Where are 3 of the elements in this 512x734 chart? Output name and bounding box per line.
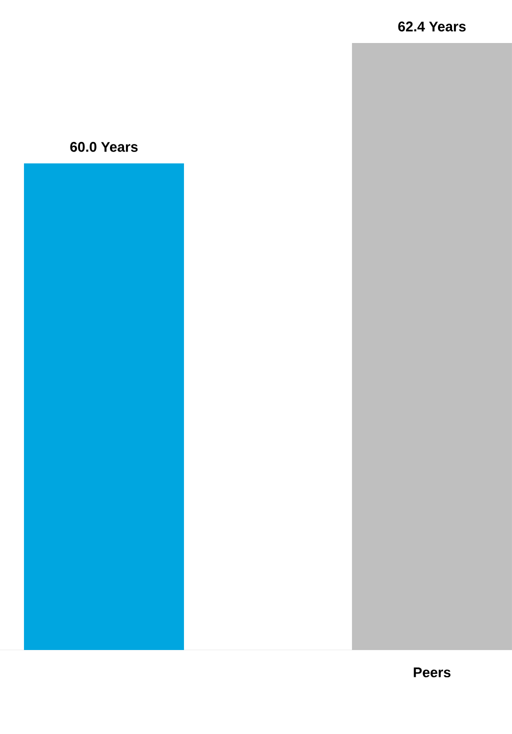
data-label: 60.0 Years [70,142,138,152]
data-label: 62.4 Years [398,22,466,32]
x-tick-label: Peers [414,668,450,678]
